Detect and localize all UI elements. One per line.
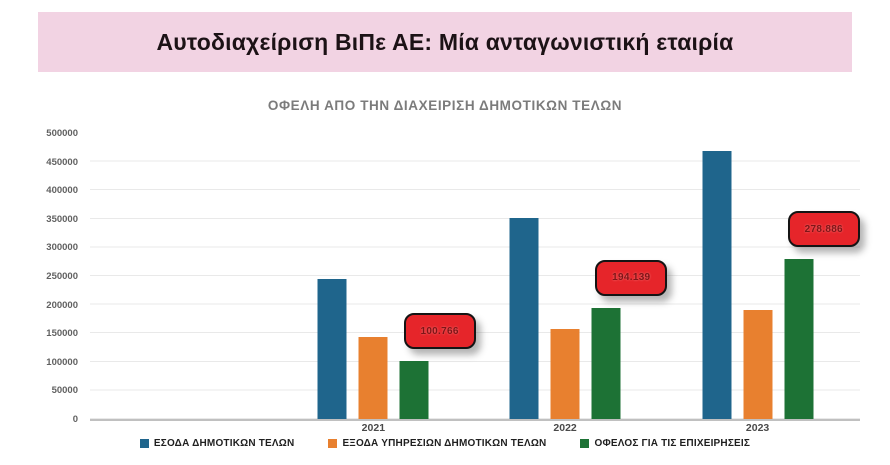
y-tick-label: 450000 <box>46 156 78 168</box>
bar-benefit-2023 <box>784 259 814 419</box>
x-category-label-2023: 2023 <box>745 422 770 434</box>
bar-benefit-2022 <box>591 307 621 419</box>
legend-item-benefit: ΟΦΕΛΟΣ ΓΙΑ ΤΙΣ ΕΠΙΧΕΙΡΗΣΕΙΣ <box>580 438 750 449</box>
y-tick-label: 300000 <box>46 242 78 254</box>
y-tick-label: 350000 <box>46 213 78 225</box>
data-label-callout-2022: 194.139 <box>595 259 668 296</box>
bar-benefit-2021 <box>399 361 429 419</box>
data-label-value: 100.766 <box>420 325 459 337</box>
y-tick-label: 50000 <box>51 385 78 397</box>
legend-item-revenue: ΕΣΟΔΑ ΔΗΜΟΤΙΚΩΝ ΤΕΛΩΝ <box>139 438 295 449</box>
bar-group-2022 <box>509 133 621 419</box>
legend-swatch-blue-icon <box>139 439 149 448</box>
y-tick-label: 400000 <box>46 185 78 197</box>
chart-title: ΟΦΕΛΗ ΑΠΟ ΤΗΝ ΔΙΑΧΕΙΡΙΣΗ ΔΗΜΟΤΙΚΩΝ ΤΕΛΩΝ <box>267 98 623 113</box>
chart-legend: ΕΣΟΔΑ ΔΗΜΟΤΙΚΩΝ ΤΕΛΩΝ ΕΞΟΔΑ ΥΠΗΡΕΣΙΩΝ ΔΗ… <box>0 438 890 449</box>
legend-label: ΕΞΟΔΑ ΥΠΗΡΕΣΙΩΝ ΔΗΜΟΤΙΚΩΝ ΤΕΛΩΝ <box>342 438 547 449</box>
data-label-value: 278.886 <box>804 223 843 235</box>
bar-revenue-2022 <box>509 217 539 419</box>
slide-title: Αυτοδιαχείριση ΒιΠε ΑΕ: Μία ανταγωνιστικ… <box>156 28 734 55</box>
y-axis: 0 50000 100000 150000 200000 250000 3000… <box>0 128 78 425</box>
legend-label: ΕΣΟΔΑ ΔΗΜΟΤΙΚΩΝ ΤΕΛΩΝ <box>153 438 295 449</box>
data-label-value: 194.139 <box>612 272 651 284</box>
legend-item-expenses: ΕΞΟΔΑ ΥΠΗΡΕΣΙΩΝ ΔΗΜΟΤΙΚΩΝ ΤΕΛΩΝ <box>328 438 546 449</box>
legend-swatch-orange-icon <box>328 439 338 448</box>
bar-group-2021 <box>317 133 429 419</box>
y-tick-label: 150000 <box>46 328 78 340</box>
legend-swatch-green-icon <box>580 439 590 448</box>
bar-expenses-2021 <box>358 336 388 419</box>
x-axis: 2021 2022 2023 <box>90 422 860 436</box>
bar-group-2023 <box>702 133 814 419</box>
y-tick-label: 250000 <box>46 271 78 282</box>
y-tick-label: 0 <box>72 414 78 425</box>
slide-header-banner: Αυτοδιαχείριση ΒιΠε ΑΕ: Μία ανταγωνιστικ… <box>38 12 852 72</box>
data-label-callout-2021: 100.766 <box>403 313 476 350</box>
bar-revenue-2023 <box>702 150 732 419</box>
bar-revenue-2021 <box>317 278 347 419</box>
y-tick-label: 100000 <box>46 356 78 368</box>
data-label-callout-2023: 278.886 <box>787 211 860 248</box>
x-category-label-2021: 2021 <box>361 422 386 434</box>
bar-expenses-2023 <box>743 310 773 419</box>
y-tick-label: 200000 <box>46 299 78 311</box>
plot-area: 100.766 194.139 278.886 <box>90 133 860 421</box>
x-category-label-2022: 2022 <box>553 422 577 434</box>
y-tick-label: 500000 <box>46 128 78 139</box>
legend-label: ΟΦΕΛΟΣ ΓΙΑ ΤΙΣ ΕΠΙΧΕΙΡΗΣΕΙΣ <box>594 438 751 449</box>
bar-expenses-2022 <box>550 328 580 419</box>
